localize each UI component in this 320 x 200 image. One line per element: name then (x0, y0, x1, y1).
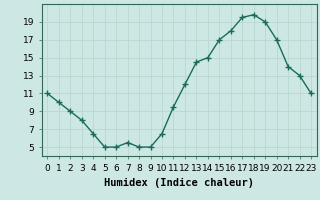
X-axis label: Humidex (Indice chaleur): Humidex (Indice chaleur) (104, 178, 254, 188)
